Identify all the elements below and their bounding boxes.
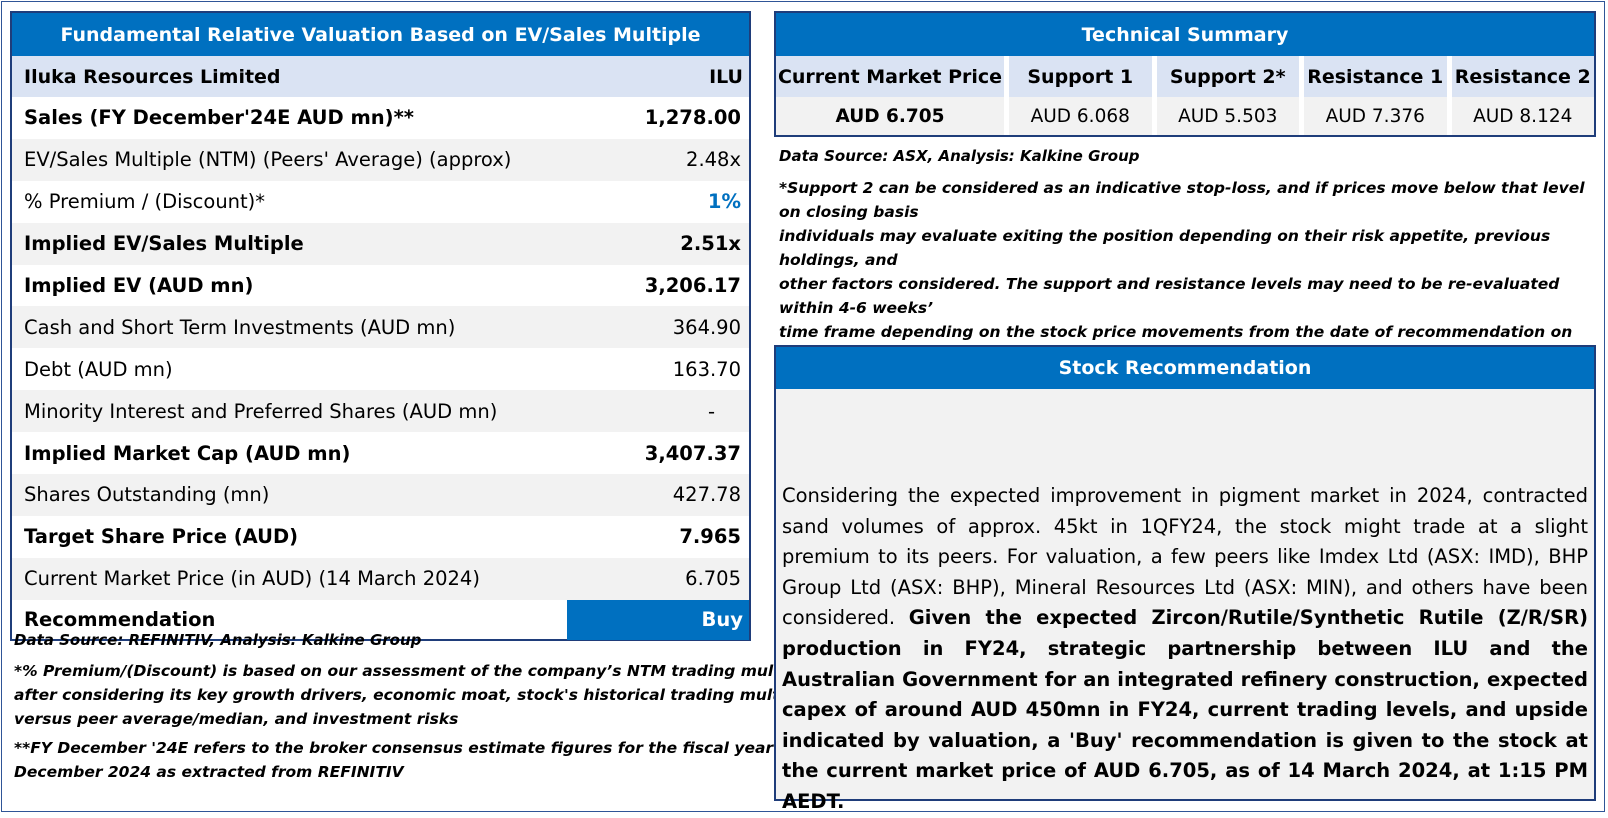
table-row: Current Market Price (in AUD) (14 March … xyxy=(12,557,749,600)
note-line: other factors considered. The support an… xyxy=(779,275,1560,317)
technical-title: Technical Summary xyxy=(776,13,1594,56)
valuation-table: Fundamental Relative Valuation Based on … xyxy=(10,11,751,641)
table-row: Implied Market Cap (AUD mn) 3,407.37 xyxy=(12,432,749,474)
premium-value: 1% xyxy=(707,190,741,214)
row-label: Implied EV/Sales Multiple xyxy=(24,232,304,256)
note-line: *Support 2 can be considered as an indic… xyxy=(779,179,1585,221)
row-value: 7.965 xyxy=(679,525,741,549)
technical-source: Data Source: ASX, Analysis: Kalkine Grou… xyxy=(779,147,1140,165)
note-line: individuals may evaluate exiting the pos… xyxy=(779,227,1551,269)
footnote-line: *% Premium/(Discount) is based on our as… xyxy=(14,662,813,680)
technical-grid: Current Market Price AUD 6.705 Support 1… xyxy=(776,56,1594,135)
footnote-line: December 2024 as extracted from REFINITI… xyxy=(14,763,404,781)
recommendation-label: Recommendation xyxy=(24,608,216,632)
stock-recommendation-box: Stock Recommendation Considering the exp… xyxy=(774,345,1596,813)
valuation-source: Data Source: REFINITIV, Analysis: Kalkin… xyxy=(14,631,422,649)
row-label: Shares Outstanding (mn) xyxy=(24,483,270,507)
table-row: Cash and Short Term Investments (AUD mn)… xyxy=(12,306,749,349)
row-value: 364.90 xyxy=(672,315,741,339)
tech-header: Current Market Price xyxy=(776,56,1004,97)
recommendation-badge: Buy xyxy=(567,599,749,640)
row-value: - xyxy=(707,399,715,423)
row-label: Debt (AUD mn) xyxy=(24,357,173,381)
tech-column: Current Market Price AUD 6.705 xyxy=(776,56,1004,135)
valuation-footnote-1: *% Premium/(Discount) is based on our as… xyxy=(14,659,821,731)
row-value: 1,278.00 xyxy=(644,106,741,130)
company-name: Iluka Resources Limited xyxy=(24,65,281,88)
table-row: Shares Outstanding (mn) 427.78 xyxy=(12,474,749,516)
row-label: Minority Interest and Preferred Shares (… xyxy=(24,399,498,423)
row-value: 3,407.37 xyxy=(644,441,741,465)
recommendation-text-bold: Given the expected Zircon/Rutile/Synthet… xyxy=(782,606,1589,813)
row-label: Cash and Short Term Investments (AUD mn) xyxy=(24,315,456,339)
recommendation-title: Stock Recommendation xyxy=(776,347,1594,389)
recommendation-row: Recommendation Buy xyxy=(12,599,749,640)
row-value: 163.70 xyxy=(672,357,741,381)
tech-value: AUD 6.705 xyxy=(776,97,1004,135)
row-value: 427.78 xyxy=(672,483,741,507)
table-row: Minority Interest and Preferred Shares (… xyxy=(12,390,749,433)
valuation-title: Fundamental Relative Valuation Based on … xyxy=(12,13,749,56)
row-value: 2.51x xyxy=(680,232,741,256)
tech-header: Resistance 1 xyxy=(1304,56,1447,97)
row-label: Implied EV (AUD mn) xyxy=(24,274,254,297)
table-row: Implied EV (AUD mn) 3,206.17 xyxy=(12,265,749,307)
row-value: 3,206.17 xyxy=(644,274,741,297)
tech-header: Support 2* xyxy=(1156,56,1299,97)
tech-column: Support 1 AUD 6.068 xyxy=(1004,56,1152,135)
recommendation-text-plain: Considering the expected improvement in … xyxy=(782,484,1588,630)
row-label: EV/Sales Multiple (NTM) (Peers' Average)… xyxy=(24,148,512,172)
row-label: Target Share Price (AUD) xyxy=(24,525,299,549)
footnote-line: after considering its key growth drivers… xyxy=(14,686,822,704)
tech-value: AUD 5.503 xyxy=(1156,97,1299,135)
table-row: % Premium / (Discount)* 1% xyxy=(12,181,749,223)
valuation-footnote-2: **FY December '24E refers to the broker … xyxy=(14,736,839,784)
table-row: Implied EV/Sales Multiple 2.51x xyxy=(12,222,749,265)
row-label: % Premium / (Discount)* xyxy=(24,190,266,214)
footnote-line: versus peer average/median, and investme… xyxy=(14,710,459,728)
table-row: Debt (AUD mn) 163.70 xyxy=(12,348,749,390)
tech-header: Support 1 xyxy=(1009,56,1152,97)
recommendation-text: Considering the expected improvement in … xyxy=(782,481,1588,818)
tech-value: AUD 7.376 xyxy=(1304,97,1447,135)
row-label: Current Market Price (in AUD) (14 March … xyxy=(24,567,480,591)
technical-summary-table: Technical Summary Current Market Price A… xyxy=(774,11,1596,137)
company-ticker: ILU xyxy=(709,65,743,88)
technical-note: *Support 2 can be considered as an indic… xyxy=(779,176,1589,368)
footnote-line: **FY December '24E refers to the broker … xyxy=(14,739,839,757)
tech-value: AUD 8.124 xyxy=(1451,97,1594,135)
tech-column: Resistance 1 AUD 7.376 xyxy=(1299,56,1447,135)
tech-column: Support 2* AUD 5.503 xyxy=(1151,56,1299,135)
table-row: Sales (FY December'24E AUD mn)** 1,278.00 xyxy=(12,97,749,139)
tech-value: AUD 6.068 xyxy=(1009,97,1152,135)
row-value: 6.705 xyxy=(685,567,741,591)
table-row: EV/Sales Multiple (NTM) (Peers' Average)… xyxy=(12,138,749,181)
row-value: 2.48x xyxy=(686,148,741,172)
company-row: Iluka Resources Limited ILU xyxy=(12,56,749,97)
table-row: Target Share Price (AUD) 7.965 xyxy=(12,516,749,558)
row-label: Sales (FY December'24E AUD mn)** xyxy=(24,106,414,130)
tech-column: Resistance 2 AUD 8.124 xyxy=(1446,56,1594,135)
tech-header: Resistance 2 xyxy=(1451,56,1594,97)
row-label: Implied Market Cap (AUD mn) xyxy=(24,441,351,465)
